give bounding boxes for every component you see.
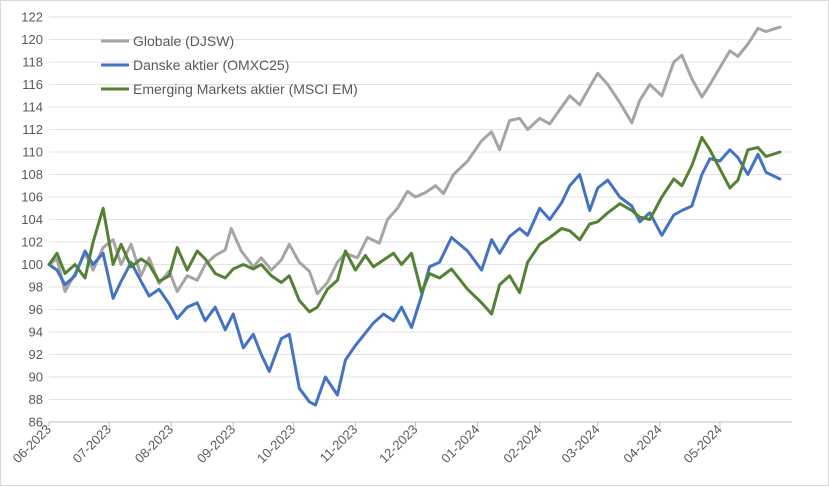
y-tick-label: 94 — [29, 325, 43, 340]
y-tick-label: 122 — [21, 10, 43, 25]
x-tick-label: 04-2024 — [620, 422, 664, 466]
y-tick-label: 88 — [29, 392, 43, 407]
x-tick-label: 02-2024 — [500, 422, 544, 466]
legend-label: Globale (DJSW) — [133, 33, 234, 49]
x-tick-label: 01-2024 — [438, 422, 482, 466]
y-tick-label: 90 — [29, 370, 43, 385]
y-tick-label: 118 — [22, 55, 43, 70]
y-tick-label: 96 — [29, 302, 43, 317]
x-tick-label: 05-2024 — [681, 422, 725, 466]
x-tick-label: 11-2023 — [317, 422, 361, 466]
x-tick-label: 07-2023 — [70, 422, 114, 466]
y-tick-label: 106 — [21, 190, 43, 205]
x-tick-label: 09-2023 — [194, 422, 238, 466]
y-tick-label: 116 — [22, 77, 43, 92]
y-tick-label: 112 — [22, 122, 43, 137]
y-tick-label: 104 — [21, 212, 43, 227]
y-tick-label: 108 — [21, 167, 43, 182]
y-tick-label: 98 — [29, 280, 43, 295]
series-lines — [47, 25, 782, 407]
gridlines — [49, 16, 792, 400]
y-tick-label: 92 — [29, 347, 43, 362]
axes: 86 88 90 92 94 96 98 100 102 104 106 108 110 112 114 11… — [10, 10, 792, 466]
y-tick-label: 110 — [22, 145, 43, 160]
legend-label: Danske aktier (OMXC25) — [133, 57, 289, 73]
series-line-2 — [47, 148, 782, 407]
y-tick-label: 86 — [29, 415, 43, 430]
x-tick-label: 03-2024 — [558, 422, 602, 466]
y-tick-label: 102 — [21, 235, 43, 250]
x-tick-label: 10-2023 — [254, 422, 298, 466]
legend: Globale (DJSW) Danske aktier (OMXC25) Emer… — [101, 33, 358, 97]
x-tick-label: 08-2023 — [132, 422, 176, 466]
series-line-3 — [47, 135, 782, 316]
legend-label: Emerging Markets aktier (MSCI EM) — [133, 81, 358, 97]
x-tick-label: 12-2023 — [376, 422, 420, 466]
y-tick-label: 120 — [21, 32, 43, 47]
y-tick-label: 100 — [21, 257, 43, 272]
y-tick-label: 114 — [22, 100, 43, 115]
